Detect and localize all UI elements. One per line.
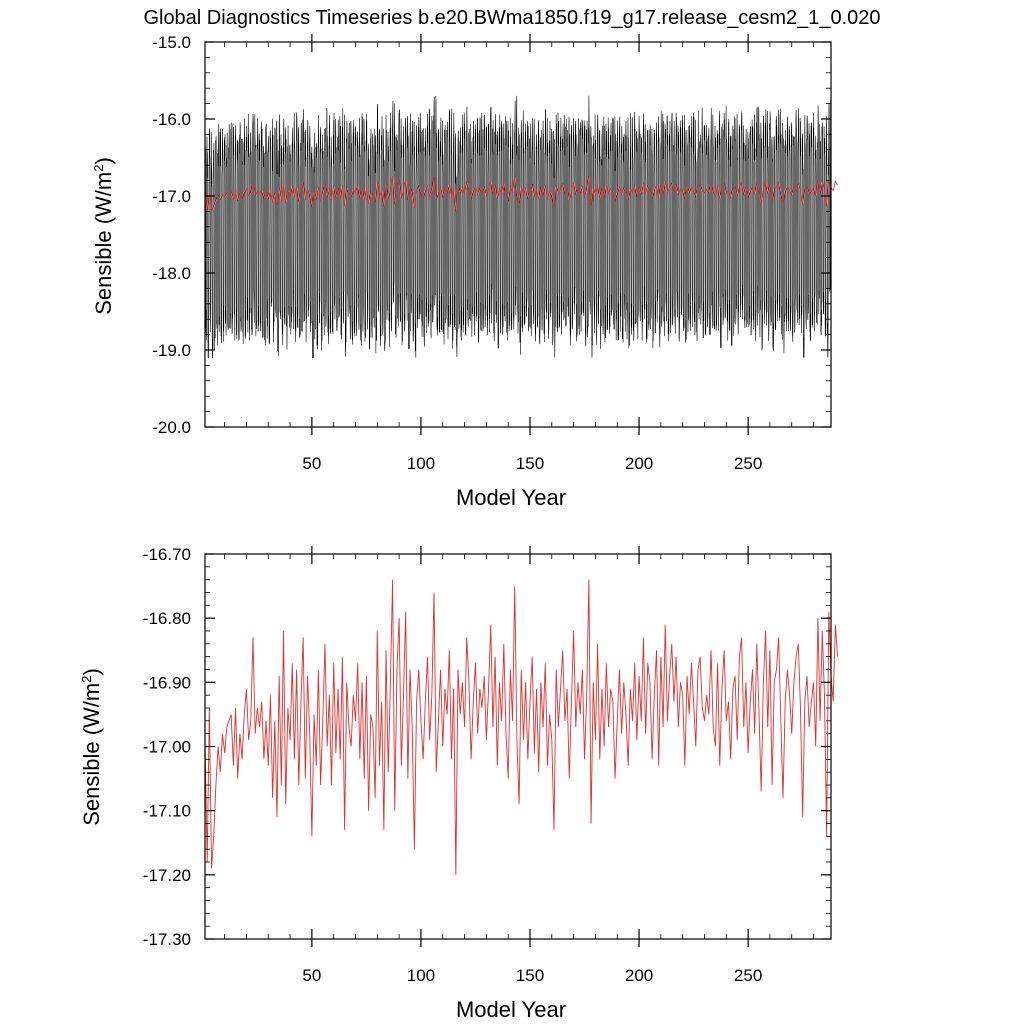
top-x-axis-label: Model Year [456, 485, 566, 510]
top-x-tick-label: 250 [734, 454, 762, 473]
top-plot-area [204, 34, 838, 435]
top-panel: -20.0 -19.0 -18.0 -17.0 -16.0 -15.0 50 100 150 2… [91, 33, 838, 510]
bottom-y-tick-label: -16.90 [143, 673, 191, 692]
top-y-tick-label: -20.0 [152, 418, 191, 437]
bottom-y-tick-label: -17.00 [143, 738, 191, 757]
bottom-plot-area [204, 546, 838, 947]
top-y-axis-label-sup: 2 [91, 165, 106, 172]
bottom-y-tick-label: -17.20 [143, 866, 191, 885]
top-x-tick-label: 50 [302, 454, 321, 473]
top-series-group [204, 95, 838, 359]
bottom-y-axis-label-close: ) [79, 668, 104, 675]
top-y-axis-label-main: Sensible (W/m [91, 172, 116, 315]
top-y-tick-labels: -20.0 -19.0 -18.0 -17.0 -16.0 -15.0 [152, 33, 191, 437]
bottom-x-tick-labels: 50 100 150 200 250 [302, 966, 762, 985]
bottom-y-axis-label-sup: 2 [79, 676, 94, 683]
bottom-axes-frame [204, 553, 832, 940]
top-monthly-series-line [204, 95, 832, 359]
top-y-tick-label: -16.0 [152, 110, 191, 129]
bottom-annual-series-line [204, 579, 838, 875]
bottom-x-tick-label: 50 [302, 966, 321, 985]
bottom-y-tick-label: -16.70 [143, 545, 191, 564]
bottom-x-tick-label: 250 [734, 966, 762, 985]
top-x-tick-label: 150 [516, 454, 544, 473]
bottom-x-tick-label: 100 [407, 966, 435, 985]
bottom-series-group [204, 579, 838, 875]
top-y-axis-label: Sensible (W/m2) [91, 157, 116, 315]
top-y-tick-label: -17.0 [152, 187, 191, 206]
top-y-axis-label-close: ) [91, 157, 116, 164]
top-annual-series-line [204, 175, 838, 213]
bottom-y-axis-label-main: Sensible (W/m [79, 683, 104, 826]
top-x-tick-labels: 50 100 150 200 250 [302, 454, 762, 473]
bottom-x-axis-label: Model Year [456, 997, 566, 1022]
bottom-y-tick-label: -16.80 [143, 609, 191, 628]
top-ticks-group [205, 34, 831, 435]
bottom-x-tick-label: 200 [625, 966, 653, 985]
top-axes-frame [204, 41, 832, 428]
bottom-y-tick-labels: -17.30 -17.20 -17.10 -17.00 -16.90 -16.80 -16.… [143, 545, 191, 949]
bottom-y-axis-label: Sensible (W/m2) [79, 668, 104, 826]
top-y-tick-label: -18.0 [152, 264, 191, 283]
bottom-y-tick-label: -17.30 [143, 930, 191, 949]
top-x-tick-label: 200 [625, 454, 653, 473]
top-x-tick-label: 100 [407, 454, 435, 473]
bottom-panel: -17.30 -17.20 -17.10 -17.00 -16.90 -16.80 -16.… [79, 545, 838, 1022]
figure-title: Global Diagnostics Timeseries b.e20.BWma… [143, 7, 880, 29]
bottom-x-tick-label: 150 [516, 966, 544, 985]
top-y-tick-label: -19.0 [152, 341, 191, 360]
bottom-ticks-group [205, 546, 831, 947]
bottom-y-tick-label: -17.10 [143, 802, 191, 821]
top-y-tick-label: -15.0 [152, 33, 191, 52]
